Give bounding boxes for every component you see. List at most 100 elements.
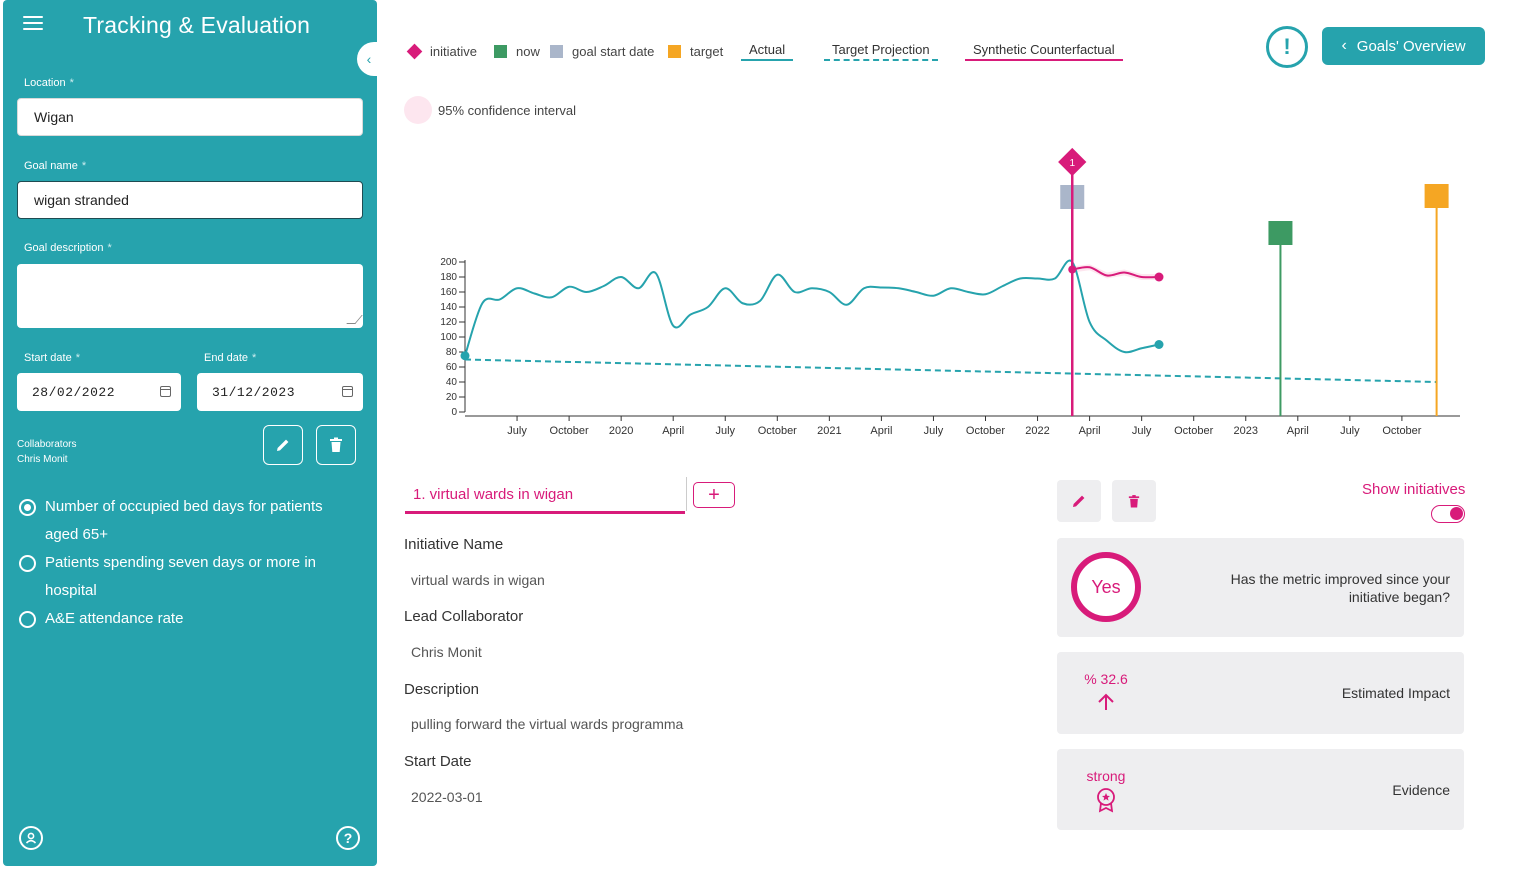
metric-option-bed-days[interactable]: Number of occupied bed days for patients… <box>19 493 345 549</box>
y-tick-label: 200 <box>440 257 457 268</box>
collaborators-value: Chris Monit <box>17 454 68 465</box>
metric-label: A&E attendance rate <box>45 610 184 627</box>
diamond-icon <box>406 43 423 60</box>
exclamation-icon: ! <box>1283 34 1291 59</box>
metric-option-seven-days[interactable]: Patients spending seven days or more in … <box>19 549 345 605</box>
menu-icon[interactable] <box>23 16 43 32</box>
impact-card: % 32.6 Estimated Impact <box>1057 652 1464 734</box>
x-tick-label: July <box>1340 425 1360 437</box>
actual-start-point <box>460 351 470 361</box>
metric-label: Patients spending seven days or more in … <box>45 554 316 599</box>
legend-actual[interactable]: Actual <box>741 42 794 61</box>
legend-goal-start-label: goal start date <box>572 44 655 59</box>
user-profile-icon[interactable] <box>19 826 43 850</box>
calendar-icon[interactable] <box>160 386 171 397</box>
x-tick-label: July <box>924 425 944 437</box>
legend-initiative-label: initiative <box>430 44 477 59</box>
location-label: Location * <box>24 77 74 89</box>
start-date-label: Start date * <box>24 352 80 364</box>
end-date-label: End date * <box>204 352 257 364</box>
description-label: Description <box>404 681 480 698</box>
metric-chart: 0 20 40 60 80 100 120 140 160 180 200 July October 20… <box>440 147 1460 437</box>
end-date-value: 31/12/2023 <box>212 384 296 400</box>
initiative-diamond <box>1058 147 1087 177</box>
x-tick-label: 2020 <box>609 425 633 437</box>
x-tick-label: April <box>662 425 684 437</box>
evidence-card: strong Evidence <box>1057 749 1464 830</box>
edit-goal-button[interactable] <box>263 425 303 465</box>
chevron-left-icon: ‹ <box>366 51 372 67</box>
x-tick-label: July <box>507 425 527 437</box>
legend-initiative[interactable]: initiative <box>406 43 477 60</box>
x-tick-label: July <box>715 425 735 437</box>
add-initiative-button[interactable]: + <box>693 482 735 508</box>
radio-icon[interactable] <box>19 555 36 572</box>
ci-label: 95% confidence interval <box>438 102 577 118</box>
goal-name-label: Goal name * <box>24 160 87 172</box>
initiative-marker-label: 1 <box>1069 158 1075 169</box>
metric-option-ae-rate[interactable]: A&E attendance rate <box>19 605 345 633</box>
alert-button[interactable]: ! <box>1266 26 1308 68</box>
improved-answer: Yes <box>1071 552 1141 622</box>
improved-question: Has the metric improved since your initi… <box>1230 571 1450 605</box>
orange-square-icon <box>668 45 681 58</box>
evidence-label: Evidence <box>1392 782 1450 798</box>
legend-goal-start[interactable]: goal start date <box>550 44 654 59</box>
x-tick-label: October <box>758 425 797 437</box>
goals-overview-button[interactable]: ‹ Goals' Overview <box>1322 27 1485 65</box>
actual-line <box>464 259 1160 357</box>
lead-collaborator-value: Chris Monit <box>411 644 482 660</box>
radio-icon[interactable] <box>19 611 36 628</box>
x-tick-label: October <box>550 425 589 437</box>
legend-synthetic-counterfactual[interactable]: Synthetic Counterfactual <box>965 42 1123 61</box>
y-tick-label: 160 <box>440 287 457 298</box>
radio-selected-icon[interactable] <box>19 499 36 516</box>
y-tick-label: 120 <box>440 317 457 328</box>
calendar-icon[interactable] <box>342 386 353 397</box>
x-tick-label: October <box>1382 425 1421 437</box>
delete-initiative-button[interactable] <box>1112 480 1156 522</box>
pencil-icon <box>1073 495 1085 507</box>
legend-target-projection[interactable]: Target Projection <box>824 42 938 61</box>
edit-initiative-button[interactable] <box>1057 480 1101 522</box>
now-marker <box>1268 221 1293 245</box>
trash-icon <box>330 437 342 452</box>
initiative-name-value: virtual wards in wigan <box>411 572 545 588</box>
chevron-left-icon: ‹ <box>1341 37 1347 54</box>
y-tick-label: 100 <box>440 332 457 343</box>
grey-square-icon <box>550 45 563 58</box>
x-tick-label: 2023 <box>1234 425 1258 437</box>
impact-value: % 32.6 <box>1084 671 1128 687</box>
goal-name-input[interactable]: wigan stranded <box>17 181 363 219</box>
help-icon[interactable]: ? <box>336 826 360 850</box>
y-tick-label: 140 <box>440 302 457 313</box>
show-initiatives-toggle[interactable] <box>1431 505 1465 523</box>
goal-description-textarea[interactable] <box>17 264 363 328</box>
x-tick-label: 2021 <box>817 425 841 437</box>
counterfactual-end-point <box>1154 272 1164 282</box>
metric-label: Number of occupied bed days for patients… <box>45 498 323 543</box>
collapse-sidebar-button[interactable]: ‹ <box>357 42 381 76</box>
legend-target[interactable]: target <box>668 44 723 59</box>
end-date-input[interactable]: 31/12/2023 <box>197 373 363 411</box>
location-select[interactable]: Wigan <box>17 98 363 136</box>
lead-collaborator-label: Lead Collaborator <box>404 608 524 625</box>
x-tick-label: October <box>1174 425 1213 437</box>
delete-goal-button[interactable] <box>316 425 356 465</box>
legend-now[interactable]: now <box>494 44 540 59</box>
start-date-value: 28/02/2022 <box>32 384 116 400</box>
tab-initiative-1[interactable]: 1. virtual wards in wigan <box>405 477 685 514</box>
trash-icon <box>1128 494 1140 507</box>
person-icon <box>25 832 37 844</box>
y-tick-label: 80 <box>446 347 458 358</box>
legend-target-label: target <box>690 44 724 59</box>
start-date-input[interactable]: 28/02/2022 <box>17 373 181 411</box>
show-initiatives-label: Show initiatives <box>1362 481 1466 498</box>
target-marker <box>1424 184 1449 208</box>
app-title: Tracking & Evaluation <box>83 12 311 38</box>
y-tick-label: 60 <box>446 362 458 373</box>
x-tick-label: 2022 <box>1025 425 1049 437</box>
x-tick-label: July <box>1132 425 1152 437</box>
target-projection-line <box>464 358 1437 383</box>
